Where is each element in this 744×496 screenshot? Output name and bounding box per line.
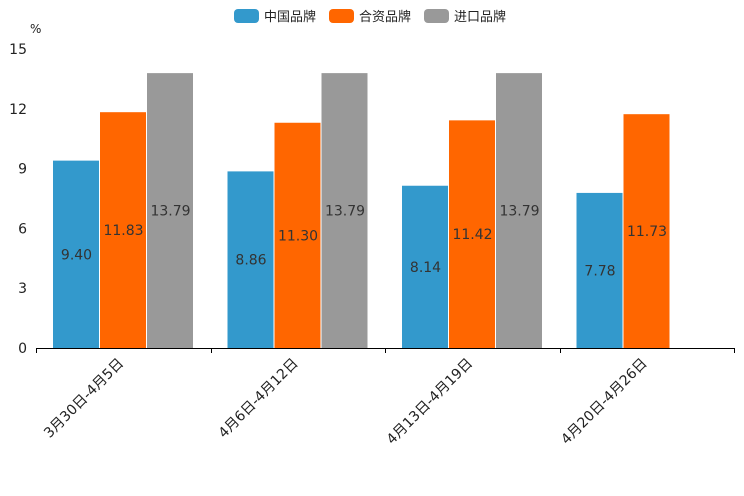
x-tick-label: 4月20日-4月26日 [558,356,650,448]
bar [576,192,623,348]
legend-swatch [329,9,354,23]
x-tick-label: 3月30日-4月5日 [41,356,127,442]
legend-swatch [424,9,449,23]
y-tick-label: 0 [18,341,27,357]
data-label: 8.14 [410,260,441,276]
data-label: 13.79 [150,204,190,220]
data-label: 7.78 [584,263,615,279]
bar [321,73,368,349]
bar [402,185,448,348]
y-tick-label: 6 [18,221,27,237]
data-label: 11.83 [103,223,143,239]
data-label: 11.42 [452,227,492,243]
y-tick-label: 9 [18,162,27,178]
bars: 9.40 11.83 13.79 8.86 11.30 13.79 8.14 11.42 13.… [53,73,670,349]
x-tick-label: 4月6日-4月12日 [216,356,302,442]
data-label: 13.79 [499,204,539,220]
legend-label: 合资品牌 [359,9,411,25]
bar [100,112,146,349]
legend-swatch [234,9,259,23]
data-label: 8.86 [235,253,266,269]
legend-label: 进口品牌 [454,9,506,25]
legend: 中国品牌 合资品牌 进口品牌 [234,9,506,25]
data-label: 11.30 [278,228,318,244]
data-label: 9.40 [61,247,92,263]
x-tick-label: 4月13日-4月19日 [384,356,476,448]
data-label: 11.73 [627,224,667,240]
y-unit-label: % [30,22,41,36]
bar [274,122,321,349]
bar [227,171,274,348]
y-tick-label: 3 [18,281,27,297]
x-axis: 3月30日-4月5日 4月6日-4月12日 4月13日-4月19日 4月20日-4月2… [36,348,735,448]
bar [53,160,99,348]
y-axis: % 0 3 6 9 12 15 [9,22,41,357]
bar [496,73,542,349]
bar [623,114,670,348]
data-label: 13.79 [325,204,365,220]
bar [147,73,193,349]
bar [449,120,495,349]
y-tick-label: 12 [9,102,27,118]
legend-label: 中国品牌 [264,9,316,25]
y-tick-label: 15 [9,42,27,58]
